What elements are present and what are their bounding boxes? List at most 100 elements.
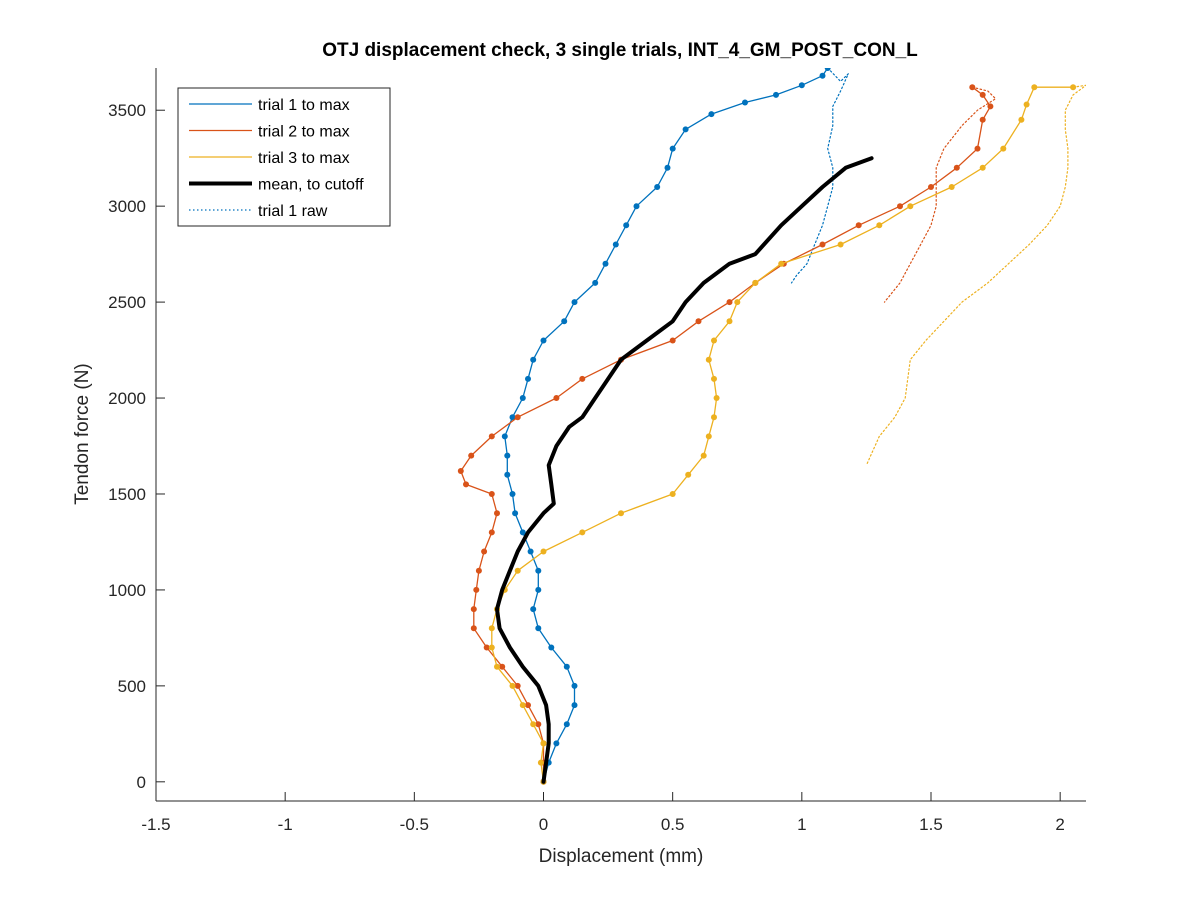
data-point <box>535 567 542 574</box>
x-tick-label: -0.5 <box>400 815 429 834</box>
y-tick-label: 3000 <box>108 197 146 216</box>
data-point <box>987 103 994 110</box>
data-point <box>711 414 717 421</box>
legend-item: trial 2 to max <box>189 124 350 141</box>
data-point <box>535 586 542 593</box>
data-point <box>726 299 733 306</box>
data-point <box>571 702 578 709</box>
data-point <box>682 126 689 133</box>
data-point <box>514 567 521 574</box>
data-point <box>579 529 586 536</box>
legend-label: trial 3 to max <box>258 150 350 167</box>
data-point <box>654 184 661 190</box>
data-point <box>488 644 495 651</box>
data-point <box>742 99 748 106</box>
x-tick-label: 0.5 <box>661 815 685 834</box>
data-point <box>571 682 578 689</box>
x-tick-label: 0 <box>539 815 548 834</box>
y-tick-label: 500 <box>118 677 146 696</box>
y-tick-label: 0 <box>137 773 146 792</box>
data-point <box>509 682 516 689</box>
data-point <box>540 740 547 747</box>
legend-label: mean, to cutoff <box>258 177 364 194</box>
y-tick-label: 1500 <box>108 485 146 504</box>
data-point <box>669 145 676 152</box>
data-point <box>514 682 521 689</box>
data-point <box>711 375 717 382</box>
data-point <box>499 663 506 670</box>
series-7 <box>865 84 1086 466</box>
data-point <box>979 164 986 171</box>
series-4 <box>495 156 874 784</box>
chart-title: OTJ displacement check, 3 single trials,… <box>322 40 918 61</box>
data-point <box>463 481 469 488</box>
data-point <box>525 375 531 382</box>
data-point <box>778 260 785 267</box>
legend-label: trial 1 raw <box>258 203 328 220</box>
data-point <box>468 452 475 459</box>
legend-item: trial 1 to max <box>189 97 350 114</box>
data-point <box>509 414 516 421</box>
x-tick-label: -1 <box>278 815 293 834</box>
y-tick-label: 3500 <box>108 101 146 120</box>
data-point <box>592 279 599 286</box>
data-point <box>519 529 526 536</box>
data-point <box>540 548 547 555</box>
data-point <box>553 740 560 747</box>
data-point <box>876 222 883 229</box>
data-point <box>512 510 519 517</box>
y-tick-label: 1000 <box>108 581 146 600</box>
y-tick-label: 2500 <box>108 293 146 312</box>
data-point <box>514 414 521 421</box>
series-line <box>790 68 849 284</box>
plot-area <box>457 68 1086 785</box>
data-point <box>504 452 511 459</box>
series-6 <box>883 86 997 303</box>
axes: -1.5 -1 -0.5 0 0.5 1 1.5 2 0 500 1000 1500 2000 2500 3… <box>108 68 1086 834</box>
data-point <box>501 433 508 440</box>
legend-item: trial 3 to max <box>189 150 350 167</box>
data-point <box>1018 116 1025 123</box>
data-point <box>837 241 844 248</box>
x-tick-label: 1 <box>797 815 806 834</box>
data-point <box>664 164 671 171</box>
data-point <box>525 702 531 709</box>
data-point <box>481 548 488 555</box>
y-axis-label: Tendon force (N) <box>72 363 93 505</box>
data-point <box>633 203 640 210</box>
y-tick-label: 2000 <box>108 389 146 408</box>
data-point <box>708 111 715 118</box>
data-point <box>475 567 482 574</box>
series-1 <box>501 68 831 785</box>
data-point <box>488 625 495 632</box>
data-point <box>519 702 526 709</box>
legend-item: mean, to cutoff <box>189 177 364 194</box>
data-point <box>1023 101 1030 108</box>
data-point <box>1031 84 1038 91</box>
data-point <box>979 91 986 98</box>
data-point <box>798 82 805 89</box>
data-point <box>488 433 495 440</box>
data-point <box>561 318 568 325</box>
series-line <box>883 86 997 303</box>
data-point <box>897 203 903 210</box>
x-tick-label: 1.5 <box>919 815 943 834</box>
data-point <box>773 91 779 98</box>
data-point <box>519 395 526 401</box>
data-point <box>548 644 555 651</box>
data-point <box>979 116 986 123</box>
data-point <box>530 606 537 613</box>
data-point <box>819 72 826 79</box>
data-point <box>530 356 537 363</box>
data-point <box>535 721 542 728</box>
data-point <box>734 299 741 306</box>
data-point <box>855 222 862 229</box>
data-point <box>1000 145 1007 152</box>
series-line <box>491 86 1074 783</box>
data-point <box>819 241 826 248</box>
data-point <box>824 68 831 71</box>
x-tick-label: -1.5 <box>141 815 170 834</box>
data-point <box>953 164 960 171</box>
data-point <box>1070 84 1077 91</box>
